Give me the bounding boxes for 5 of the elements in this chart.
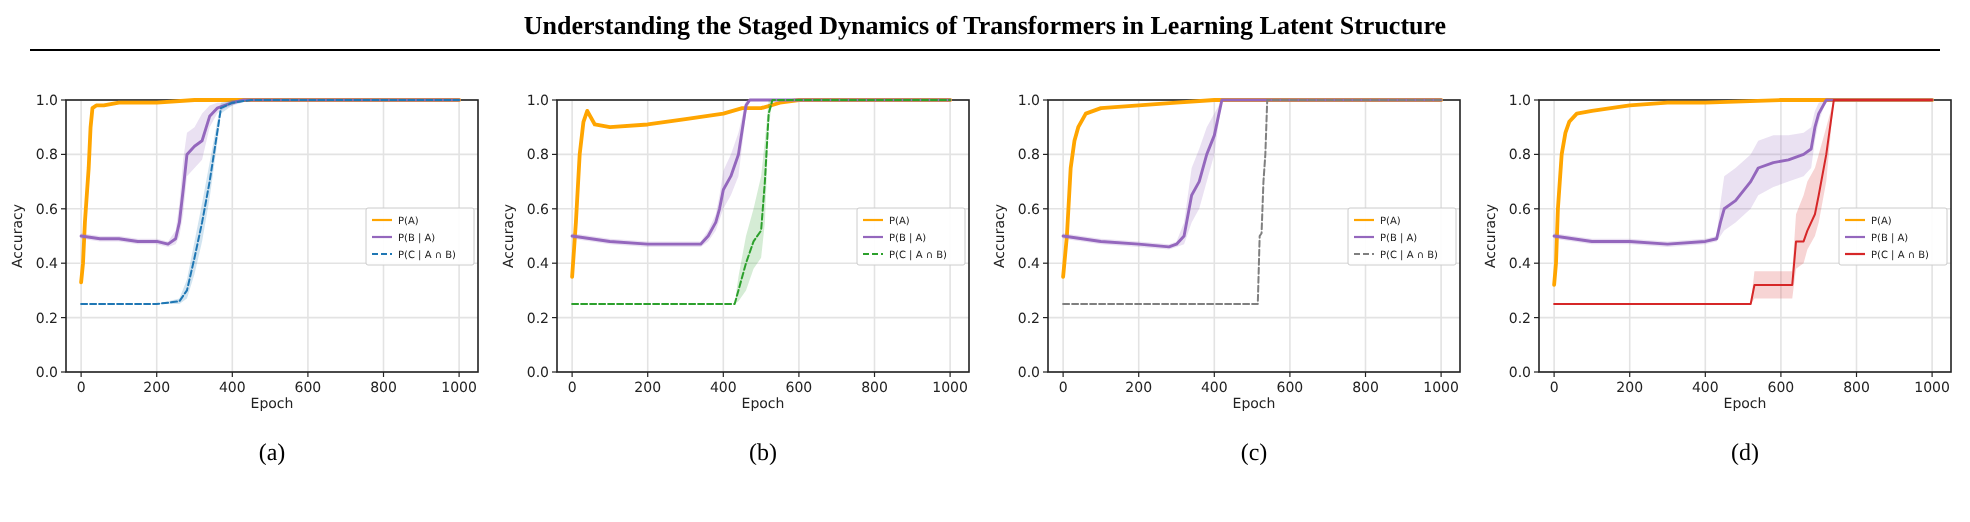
text: (d) bbox=[1731, 438, 1759, 466]
text: (a) bbox=[258, 438, 286, 466]
text: (b) bbox=[749, 438, 777, 466]
text: (c) bbox=[1240, 438, 1268, 466]
text: Understanding the Staged Dynamics of Transformers in Learning Latent Structure bbox=[523, 10, 1447, 40]
